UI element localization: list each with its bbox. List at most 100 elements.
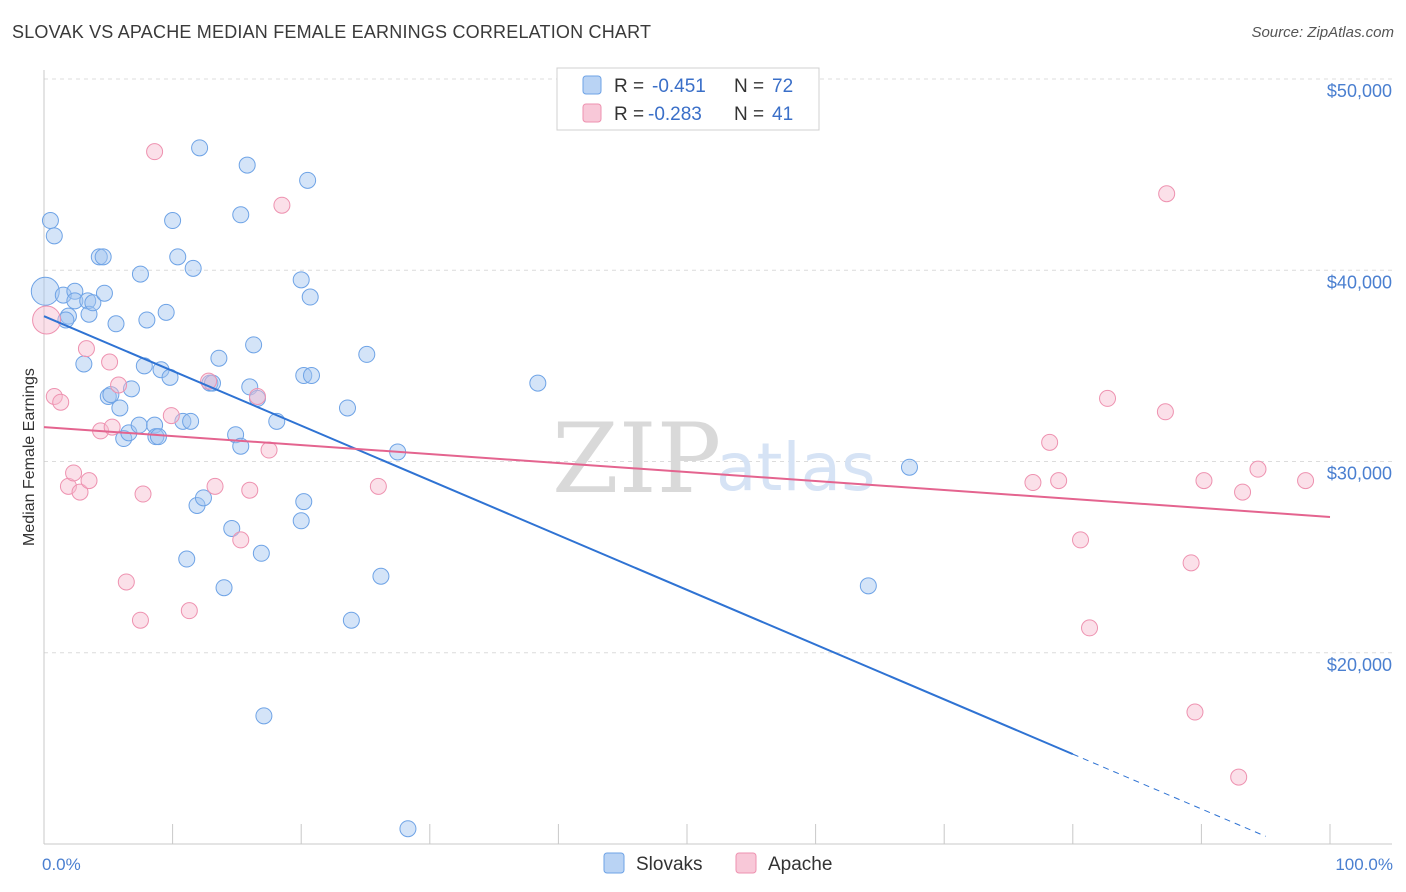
slovak-point: [194, 489, 212, 507]
apache-point: [1158, 185, 1176, 203]
slovak-points: [30, 139, 918, 838]
apache-points: [32, 143, 1315, 786]
slovak-point: [255, 707, 273, 725]
slovak-point: [45, 227, 63, 245]
slovak-point: [138, 311, 156, 329]
slovak-point: [131, 265, 149, 283]
apache-point: [71, 483, 89, 501]
apache-point: [146, 143, 164, 161]
slovak-point: [859, 577, 877, 595]
slovak-point: [295, 493, 313, 511]
y-tick-label: $20,000: [1327, 655, 1392, 675]
slovak-point: [900, 458, 918, 476]
legend-apache-n-value: 41: [772, 104, 793, 125]
apache-point: [131, 611, 149, 629]
bottom-legend-swatch-apache: [735, 852, 757, 874]
apache-point: [1041, 433, 1059, 451]
bottom-legend-apache: Apache: [768, 854, 832, 875]
slovak-point: [238, 156, 256, 174]
apache-point: [1024, 474, 1042, 492]
slovak-point: [223, 519, 241, 537]
slovak-point: [210, 349, 228, 367]
gridlines: [44, 78, 1392, 654]
watermark-atlas: atlas: [716, 429, 876, 506]
trend-lines: [43, 315, 1331, 837]
legend-slovak-n-value: 72: [772, 76, 793, 97]
correlation-legend: R = -0.451 N = 72 R = -0.283 N = 41: [556, 67, 820, 131]
legend-swatch-slovak: [582, 75, 602, 95]
slovak-point: [292, 271, 310, 289]
axes: [43, 70, 1392, 845]
slovak-point: [338, 399, 356, 417]
slovak-point: [302, 366, 320, 384]
apache-point: [206, 477, 224, 495]
y-tick-label: $30,000: [1327, 464, 1392, 484]
slovak-point: [107, 315, 125, 333]
apache-point: [241, 481, 259, 499]
slovak-point: [99, 387, 117, 405]
legend-apache-r-value: -0.283: [648, 104, 702, 125]
slovak-point: [342, 611, 360, 629]
apache-point: [369, 477, 387, 495]
apache-point: [1182, 554, 1200, 572]
slovak-point: [80, 305, 98, 323]
legend-apache-n-label: N =: [734, 104, 764, 125]
chart-title: SLOVAK VS APACHE MEDIAN FEMALE EARNINGS …: [12, 22, 652, 42]
slovak-point: [252, 544, 270, 562]
slovak-point: [130, 416, 148, 434]
apache-point: [1099, 389, 1117, 407]
watermark: ZIP atlas: [552, 403, 876, 515]
y-tick-label: $40,000: [1327, 272, 1392, 292]
slovak-point: [358, 345, 376, 363]
apache-point: [117, 573, 135, 591]
apache-point: [162, 407, 180, 425]
slovak-point: [399, 820, 417, 838]
apache-point: [1156, 403, 1174, 421]
apache-point: [1230, 768, 1248, 786]
slovak-point: [215, 579, 233, 597]
apache-point: [1081, 619, 1099, 637]
slovak-point: [66, 292, 84, 310]
x-tick-labels: 0.0% 100.0%: [42, 855, 1393, 874]
legend-slovak-n-label: N =: [734, 76, 764, 97]
slovak-point: [184, 259, 202, 277]
apache-point: [248, 387, 266, 405]
apache-point: [77, 340, 95, 358]
slovak-point: [30, 276, 60, 306]
slovak-point: [94, 248, 112, 266]
slovak-point: [66, 282, 84, 300]
apache-point: [80, 472, 98, 490]
slovak-point: [111, 399, 129, 417]
slovak-point: [292, 512, 310, 530]
slovak-trend-line: [43, 315, 1074, 756]
slovak-point: [191, 139, 209, 157]
apache-point: [1186, 703, 1204, 721]
series-legend: Slovaks Apache: [603, 852, 832, 875]
bottom-legend-slovaks: Slovaks: [636, 854, 703, 875]
slovak-point: [232, 437, 250, 455]
apache-point: [1234, 483, 1252, 501]
slovak-point: [529, 374, 547, 392]
legend-slovak-r-label: R =: [614, 76, 644, 97]
slovak-point: [122, 380, 140, 398]
apache-point: [273, 196, 291, 214]
source-credit: Source: ZipAtlas.com: [1251, 24, 1394, 41]
slovak-point: [84, 294, 102, 312]
apache-point: [1297, 472, 1315, 490]
slovak-point: [41, 212, 59, 230]
apache-point: [180, 602, 198, 620]
slovak-trend-extension: [1072, 753, 1266, 837]
apache-trend-line: [43, 426, 1331, 518]
apache-point: [101, 353, 119, 371]
apache-point: [65, 464, 83, 482]
slovak-point: [299, 171, 317, 189]
apache-point: [1195, 472, 1213, 490]
slovak-point: [95, 284, 113, 302]
x-tick-label-start: 0.0%: [42, 855, 81, 874]
apache-point: [32, 305, 62, 335]
legend-slovak-r-value: -0.451: [652, 76, 706, 97]
watermark-zip: ZIP: [552, 403, 721, 515]
apache-point: [134, 485, 152, 503]
slovak-point: [301, 288, 319, 306]
